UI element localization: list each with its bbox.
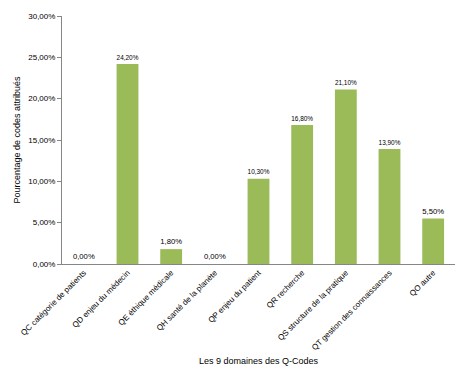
svg-text:0,00%: 0,00% bbox=[204, 252, 226, 261]
svg-text:30,00%: 30,00% bbox=[28, 12, 55, 21]
svg-text:QS structure de la pratique: QS structure de la pratique bbox=[276, 268, 350, 342]
svg-text:QH santé de la planète: QH santé de la planète bbox=[155, 268, 220, 333]
svg-text:24,20%: 24,20% bbox=[117, 54, 139, 61]
svg-text:QE éthique médicale: QE éthique médicale bbox=[117, 268, 176, 327]
svg-text:QP enjeu du patient: QP enjeu du patient bbox=[206, 268, 263, 325]
svg-text:1,80%: 1,80% bbox=[160, 237, 182, 246]
svg-text:15,00%: 15,00% bbox=[28, 136, 55, 145]
svg-text:20,00%: 20,00% bbox=[28, 94, 55, 103]
svg-text:Pourcentage de codes attribués: Pourcentage de codes attribués bbox=[12, 76, 22, 204]
svg-text:5,00%: 5,00% bbox=[33, 218, 56, 227]
svg-text:QC catégorie de patients: QC catégorie de patients bbox=[19, 268, 88, 337]
svg-text:10,00%: 10,00% bbox=[28, 177, 55, 186]
svg-text:Les 9 domaines des Q-Codes: Les 9 domaines des Q-Codes bbox=[199, 356, 319, 366]
svg-text:QO autre: QO autre bbox=[408, 268, 438, 298]
svg-text:21,10%: 21,10% bbox=[335, 79, 357, 86]
svg-text:13,90%: 13,90% bbox=[379, 139, 401, 146]
svg-text:16,80%: 16,80% bbox=[291, 115, 313, 122]
svg-text:25,00%: 25,00% bbox=[28, 53, 55, 62]
svg-text:QT gestion des connaissances: QT gestion des connaissances bbox=[310, 268, 394, 352]
svg-text:10,30%: 10,30% bbox=[248, 168, 270, 175]
svg-text:QD enjeu du médecin: QD enjeu du médecin bbox=[71, 268, 132, 329]
svg-text:0,00%: 0,00% bbox=[33, 260, 56, 269]
svg-text:QR recherche: QR recherche bbox=[265, 268, 307, 310]
svg-text:5,50%: 5,50% bbox=[422, 207, 444, 216]
svg-text:0,00%: 0,00% bbox=[73, 252, 95, 261]
